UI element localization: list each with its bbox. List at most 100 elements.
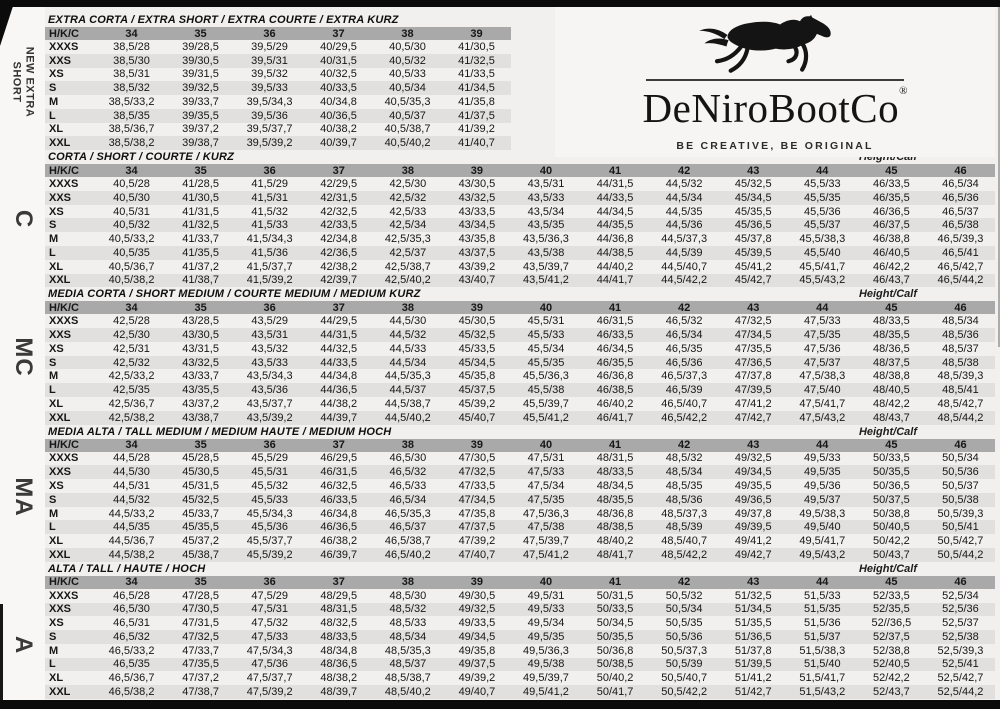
size-cell: 46/38,2 [320,535,358,548]
registered-mark: ® [899,85,908,97]
size-cell: 46/40,2 [596,397,634,410]
size-cell: 39,5/33 [235,81,304,96]
size-cell: 41/34,5 [442,81,511,96]
size-cell: 43,5/31 [235,328,305,342]
size-cell: 45,5/36,3 [523,370,569,383]
column-header: 46 [925,575,995,589]
size-cell: 46/29,5 [320,452,358,465]
column-header: 44 [787,575,857,589]
size-cell: 45/30,5 [166,465,236,480]
size-cell: 44,5/31 [113,479,150,492]
size-cell: 48,5/35 [665,479,703,492]
size-cell: 46/31,5 [596,315,634,328]
column-header: 42 [649,438,719,452]
size-cell: 51/42,7 [718,685,788,699]
size-cell: 47/41,2 [734,397,772,410]
size-cell: 43,5/36 [235,383,305,397]
size-cell: 44/38,5 [580,246,650,260]
column-header: 36 [235,438,305,452]
size-cell: 42,5/30 [389,178,427,191]
size-cell: 46,5/39 [649,383,719,397]
size-cell: 47,5/36 [235,657,305,672]
column-header: 45 [856,575,926,589]
size-cell: 46,5/36 [649,355,719,370]
size-cell: 46/35,5 [580,355,650,370]
row-label: XXL [45,410,97,425]
row-label: M [49,233,59,246]
column-header: 35 [166,164,236,178]
size-cell: 44,5/35 [97,520,167,535]
size-cell: 46,5/40,2 [373,547,443,562]
size-cell: 46,5/38 [925,218,995,233]
size-cell: 48,5/36 [925,328,995,342]
size-cell: 48,5/39,3 [937,370,984,383]
size-cell: 46/38,8 [873,233,910,246]
column-header: 41 [580,164,650,178]
size-cell: 48/33,5 [580,465,650,480]
sidebar-label-c: C [9,209,37,229]
size-cell: 41/33,7 [182,233,219,246]
size-cell: 40/39,7 [304,136,373,151]
size-cell: 52/42,2 [873,672,910,685]
size-cell: 44,5/39 [649,246,719,260]
row-label: S [45,630,97,644]
column-header: 39 [442,438,512,452]
size-cell: 50/43,7 [856,547,926,562]
column-header: 41 [580,301,650,315]
column-header: 44 [787,438,857,452]
size-cell: 41,5/32 [251,205,289,218]
size-cell: 50,5/37,3 [661,644,708,657]
column-header: 42 [649,575,719,589]
size-cell: 50,5/38 [925,492,995,507]
size-cell: 43,5/33 [511,190,581,205]
column-header: 34 [97,575,167,589]
size-cell: 44,5/38,2 [97,547,167,562]
size-cell: 42/33,5 [304,218,374,233]
row-label: S [45,81,97,96]
size-cell: 40,5/40,2 [373,136,442,151]
size-cell: 47,5/37,7 [246,672,293,685]
size-cell: 49,5/38 [511,657,581,672]
size-cell: 44/41,7 [580,273,650,288]
size-cell: 51,5/35 [787,602,857,617]
row-label: XXS [45,328,97,342]
size-cell: 40,5/35,3 [384,95,431,108]
size-cell: 44/32,5 [320,342,358,355]
column-header: 35 [166,301,236,315]
row-label: XL [49,672,64,685]
size-cell: 49/40,7 [442,685,512,699]
size-cell: 42,5/36,7 [108,397,155,410]
size-cell: 39,5/34,3 [246,95,293,108]
size-cell: 50/33,5 [873,452,910,465]
size-cell: 40,5/34 [373,81,442,96]
row-label: L [45,383,97,397]
size-cell: 46,5/42,2 [649,410,719,425]
size-cell: 45,5/34 [527,342,565,355]
size-cell: 45/39,2 [458,397,496,410]
size-cell: 50,5/32 [665,589,703,602]
scan-edge-left-line [0,604,3,700]
size-cell: 46,5/40,7 [661,397,708,410]
size-cell: 49,5/43,2 [787,547,857,562]
column-header: 36 [235,164,305,178]
size-cell: 39/37,2 [182,123,219,136]
size-cell: 45,5/32 [251,479,289,492]
size-cell: 50/40,5 [856,520,926,535]
size-cell: 46,5/37 [373,520,443,535]
size-cell: 52/38,8 [873,644,910,657]
size-cell: 40,5/28 [113,178,150,191]
size-cell: 48/37,5 [856,355,926,370]
horse-logo-icon [699,15,831,73]
size-cell: 47,5/29 [251,589,289,602]
size-cell: 38,5/33,2 [108,95,155,108]
size-cell: 49,5/36 [803,479,841,492]
size-cell: 46,5/32 [97,630,167,644]
size-cell: 50,5/36 [925,465,995,480]
size-cell: 44,5/33,2 [108,507,155,520]
size-cell: 40,5/36,7 [108,260,155,273]
size-cell: 48/43,7 [856,410,926,425]
size-cell: 48,5/40,7 [661,535,708,548]
size-cell: 43,5/29 [251,315,289,328]
size-cell: 46/36,8 [596,370,634,383]
height-calf-label: Height/Calf [858,288,917,301]
